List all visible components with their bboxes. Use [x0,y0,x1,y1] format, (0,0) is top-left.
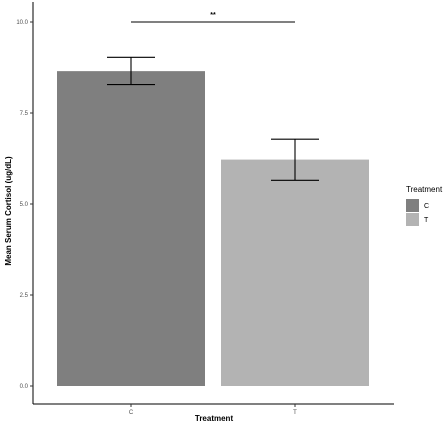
y-tick-label: 7.5 [20,111,29,117]
bars-layer [57,71,369,386]
errorbars-layer [107,56,319,181]
legend-label-C: C [424,203,429,210]
y-tick-label: 2.5 [20,293,29,299]
y-tick-label: 5.0 [20,202,29,208]
x-tick-label: C [129,410,134,416]
significance-label: ** [210,12,216,19]
errorbar-C [107,56,155,86]
bar-C [57,71,205,386]
significance-layer: ** [131,12,295,23]
axes-layer: 0.0 2.5 5.0 7.5 10.0 C T [16,2,394,416]
legend-title: Treatment [406,185,443,194]
bar-T [221,159,369,386]
legend-label-T: T [424,217,429,224]
x-tick-label: T [293,410,297,416]
x-axis-title: Treatment [195,414,234,423]
y-tick-label: 0.0 [20,384,29,390]
legend-key-T [406,213,419,226]
errorbar-T [271,138,319,181]
legend-key-C [406,199,419,212]
y-axis-title: Mean Serum Cortisol (ug/dL) [4,156,13,266]
legend: Treatment CT [406,185,443,226]
y-tick-label: 10.0 [16,20,28,26]
